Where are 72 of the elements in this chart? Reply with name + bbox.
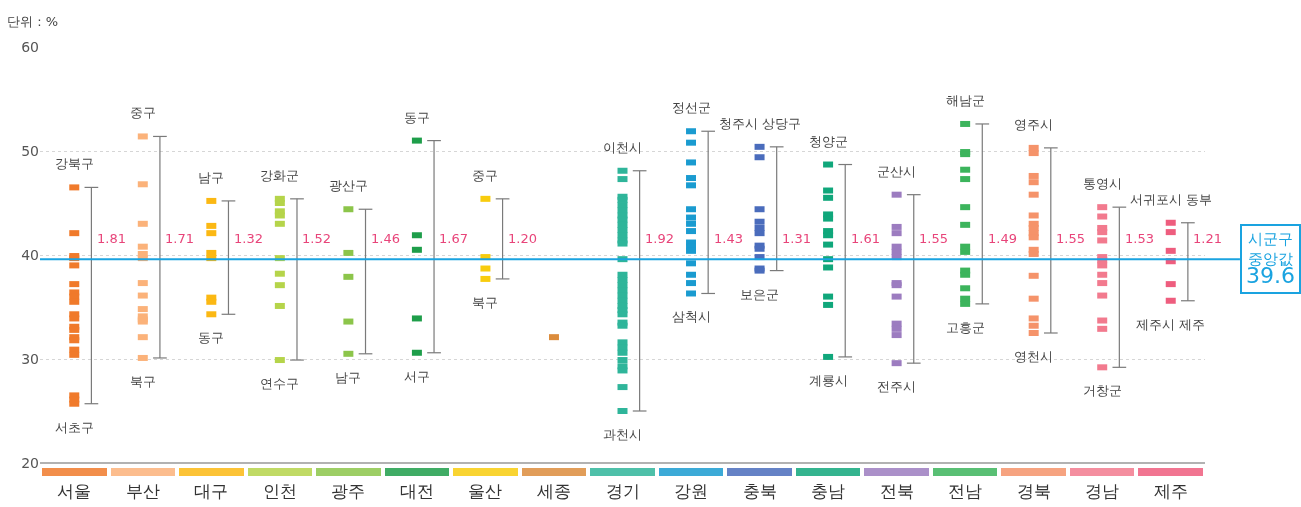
- annotation: 강북구: [55, 156, 94, 171]
- annotation: 과천시: [603, 427, 642, 442]
- x-tick-label: 강원: [674, 481, 709, 501]
- annotation: 청주시 상당구: [719, 116, 802, 131]
- y-tick-label: 20: [21, 454, 39, 471]
- annotation: 정선군: [672, 100, 711, 115]
- annotation: 1.20: [508, 231, 537, 246]
- annotation: 남구: [198, 170, 224, 185]
- annotation: 1.71: [165, 231, 194, 246]
- annotation: 북구: [472, 295, 498, 310]
- annotation: 남구: [335, 370, 361, 385]
- y-tick-label: 60: [21, 38, 39, 55]
- annotation: 통영시: [1083, 176, 1122, 191]
- annotation: 해남군: [946, 93, 985, 108]
- annotation: 강화군: [260, 168, 299, 183]
- annotation: 거창군: [1083, 383, 1122, 398]
- annotation: 1.55: [1056, 231, 1085, 246]
- annotation: 동구: [404, 110, 430, 125]
- annotation: 청양군: [809, 134, 848, 149]
- annotation: 중구: [472, 168, 498, 183]
- annotation: 1.52: [302, 231, 331, 246]
- annotation: 1.31: [782, 231, 811, 246]
- annotation: 고흥군: [946, 320, 985, 335]
- annotation: 1.55: [919, 231, 948, 246]
- annotation: 1.32: [234, 231, 263, 246]
- y-tick-label: 40: [21, 246, 39, 263]
- annotation: 전주시: [877, 379, 916, 394]
- x-tick-label: 충남: [811, 481, 846, 501]
- annotation: 1.53: [1125, 231, 1154, 246]
- annotation: 보은군: [740, 287, 779, 302]
- x-tick-label: 대전: [399, 481, 434, 501]
- annotation: 1.21: [1193, 231, 1222, 246]
- annotation: 1.81: [97, 231, 126, 246]
- annotation: 영천시: [1014, 349, 1053, 364]
- annotation: 영주시: [1014, 117, 1053, 132]
- x-tick-label: 전북: [879, 481, 914, 501]
- x-tick-label: 대구: [194, 481, 229, 501]
- x-tick-label: 울산: [468, 481, 503, 501]
- annotation: 북구: [130, 374, 156, 389]
- annotation: 서구: [404, 369, 430, 384]
- annotation: 계룡시: [809, 373, 848, 388]
- x-tick-label: 경남: [1085, 481, 1120, 501]
- x-tick-label: 광주: [331, 481, 366, 501]
- x-tick-label: 충북: [742, 481, 777, 501]
- annotation: 1.46: [371, 231, 400, 246]
- annotation: 제주시 제주: [1136, 317, 1206, 332]
- annotation: 1.43: [714, 231, 743, 246]
- annotation: 1.61: [851, 231, 880, 246]
- x-tick-label: 제주: [1153, 481, 1188, 501]
- annotation: 동구: [198, 330, 224, 345]
- annotation: 연수구: [260, 376, 299, 391]
- annotation: 이천시: [603, 140, 642, 155]
- y-tick-label: 50: [21, 142, 39, 159]
- x-tick-label: 경기: [605, 481, 640, 501]
- annotation: 1.49: [988, 231, 1017, 246]
- x-tick-label: 전남: [948, 481, 983, 501]
- annotation: 1.67: [439, 231, 468, 246]
- x-tick-label: 부산: [125, 481, 160, 501]
- ref-line-label: 시군구 중앙값 39.6: [1246, 230, 1295, 288]
- x-tick-label: 세종: [536, 481, 571, 501]
- text: 단위 : %: [7, 14, 58, 29]
- annotation: 서귀포시 동부: [1130, 192, 1213, 207]
- annotation: 군산시: [877, 164, 916, 179]
- x-tick-label: 인천: [262, 481, 297, 501]
- x-tick-label: 경북: [1016, 481, 1051, 501]
- annotation: 중구: [130, 105, 156, 120]
- x-tick-label: 서울: [57, 481, 92, 501]
- annotation: 1.92: [645, 231, 674, 246]
- annotation: 광산구: [329, 178, 368, 193]
- annotation: 삼척시: [672, 309, 711, 324]
- y-tick-label: 30: [21, 350, 39, 367]
- annotation: 서초구: [55, 420, 94, 435]
